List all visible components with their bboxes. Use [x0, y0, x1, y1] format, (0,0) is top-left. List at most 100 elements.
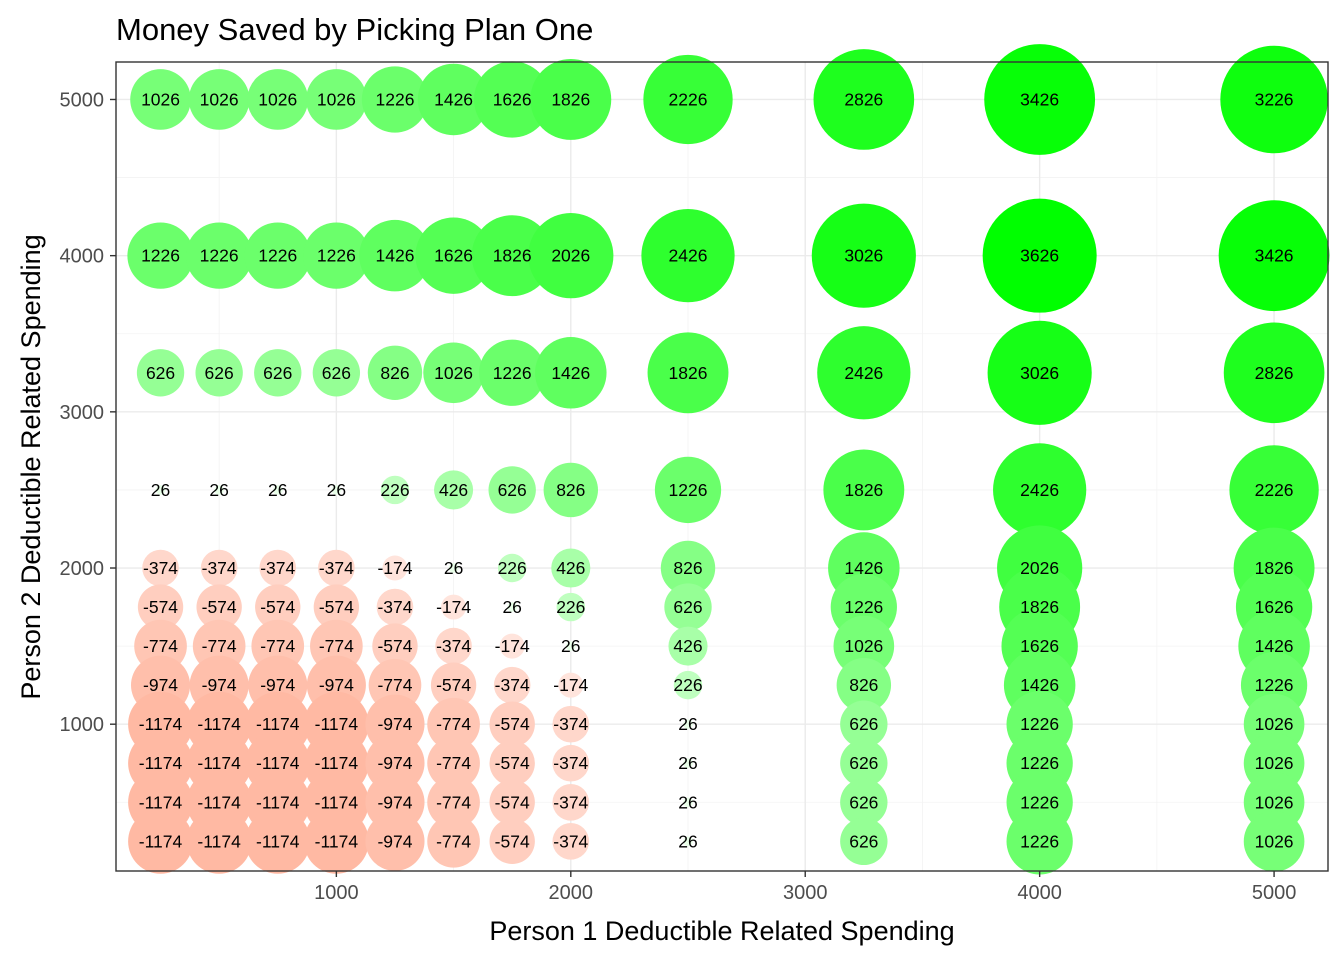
- x-tick-label: 3000: [783, 882, 828, 904]
- bubble: [558, 672, 584, 698]
- bubble: [376, 588, 414, 626]
- bubble-value-label: -774: [202, 636, 237, 656]
- bubble: [668, 626, 708, 666]
- bubble: [654, 456, 722, 524]
- bubble: [196, 584, 242, 630]
- bubble-labels: 1026 1026 1026 1026 1226 1426 1626 1826 2226 2826…: [139, 89, 1294, 851]
- bubble-value-label: -1174: [197, 753, 241, 773]
- bubble: [552, 823, 590, 860]
- bubble: [987, 320, 1092, 425]
- bubble-value-label: -774: [319, 636, 354, 656]
- bubble-value-label: -374: [436, 636, 471, 656]
- x-axis-title: Person 1 Deductible Related Spending: [489, 916, 954, 946]
- bubble: [840, 700, 888, 748]
- bubble: [367, 345, 423, 401]
- bubble-value-label: 826: [673, 558, 702, 578]
- bubble: [984, 44, 1096, 155]
- bubble: [982, 198, 1097, 313]
- bubble-value-label: 1426: [1255, 636, 1294, 656]
- bubble-value-label: 2026: [1020, 558, 1059, 578]
- bubble-value-label: 1026: [1255, 831, 1294, 851]
- bubble-value-label: -374: [553, 831, 588, 851]
- bubble: [306, 69, 367, 130]
- bubble-value-label: -574: [495, 831, 530, 851]
- bubble-value-label: 226: [498, 558, 527, 578]
- bubble: [811, 203, 916, 308]
- bubble: [471, 215, 553, 297]
- bubble-value-label: 1826: [551, 89, 590, 109]
- bubble: [479, 339, 546, 406]
- bubble-value-label: 1226: [1020, 714, 1059, 734]
- bubble-value-label: 1826: [1020, 597, 1059, 617]
- bubble-value-label: 226: [380, 480, 409, 500]
- bubble-value-label: 1426: [434, 89, 473, 109]
- bubble-value-label: -374: [553, 792, 588, 812]
- bubble: [313, 584, 360, 630]
- bubble: [683, 719, 693, 730]
- bubble-value-label: 626: [498, 480, 527, 500]
- bubble-value-label: 1026: [844, 636, 883, 656]
- bubble-value-label: -974: [377, 753, 412, 773]
- bubble-value-label: 1226: [844, 597, 883, 617]
- chart-title: Money Saved by Picking Plan One: [116, 12, 593, 47]
- bubble: [673, 670, 703, 700]
- bubble-value-label: -174: [377, 558, 412, 578]
- bubble-value-label: -574: [436, 675, 471, 695]
- bubble: [272, 485, 283, 495]
- bubble-value-label: 1226: [1255, 675, 1294, 695]
- bubble-value-label: 626: [673, 597, 702, 617]
- bubble: [813, 49, 915, 150]
- bubble-value-label: 3226: [1255, 89, 1294, 109]
- bubble-value-label: 1226: [1020, 792, 1059, 812]
- bubble-value-label: -774: [436, 831, 471, 851]
- bubble: [493, 666, 531, 704]
- bubble: [255, 584, 301, 630]
- bubble-value-label: 426: [556, 558, 585, 578]
- bubble: [415, 217, 492, 294]
- bubble-value-label: -374: [377, 597, 412, 617]
- x-tick-label: 4000: [1017, 882, 1062, 904]
- bubble: [303, 808, 369, 874]
- y-tick-label: 1000: [60, 714, 105, 736]
- bubble-value-label: 626: [322, 363, 351, 383]
- bubble-value-label: 626: [205, 363, 234, 383]
- bubble-value-label: -1174: [197, 792, 241, 812]
- bubble-value-label: -574: [377, 636, 412, 656]
- bubble: [259, 549, 297, 587]
- bubble-value-label: 426: [673, 636, 702, 656]
- bubble: [683, 758, 693, 769]
- bubble-value-label: 1826: [1255, 558, 1294, 578]
- bubble-value-label: -1174: [139, 714, 183, 734]
- bubble-value-label: -574: [319, 597, 354, 617]
- bubble-value-label: 2226: [669, 89, 708, 109]
- bubble: [423, 342, 484, 404]
- bubble-value-label: -374: [495, 675, 530, 695]
- bubble-value-label: 2826: [1255, 363, 1294, 383]
- bubble-value-label: 1226: [376, 89, 415, 109]
- bubble-value-label: 3626: [1020, 246, 1059, 266]
- bubble-value-label: -974: [260, 675, 295, 695]
- bubble: [551, 548, 591, 588]
- bubble: [427, 775, 480, 829]
- bubble-value-label: 26: [209, 480, 228, 500]
- bubble-value-label: -1174: [139, 792, 183, 812]
- bubble: [556, 592, 586, 622]
- bubble-value-label: 1226: [200, 246, 239, 266]
- x-tick-label: 5000: [1252, 882, 1297, 904]
- bubble: [434, 470, 474, 510]
- bubble-value-label: 826: [380, 363, 409, 383]
- bubble-value-label: 1026: [434, 363, 473, 383]
- bubble: [565, 641, 576, 651]
- bubble-value-label: 1026: [1255, 792, 1294, 812]
- bubble: [840, 817, 888, 866]
- bubble: [188, 69, 250, 130]
- bubble-value-label: -574: [260, 597, 295, 617]
- bubble-value-label: 1226: [1020, 831, 1059, 851]
- bubble-value-label: 2426: [1020, 480, 1059, 500]
- bubble: [247, 69, 309, 130]
- bubble-value-label: -1174: [256, 714, 300, 734]
- bubble: [331, 485, 342, 495]
- bubble-value-label: 26: [268, 480, 287, 500]
- bubble: [427, 736, 480, 790]
- y-tick-label: 3000: [60, 402, 105, 424]
